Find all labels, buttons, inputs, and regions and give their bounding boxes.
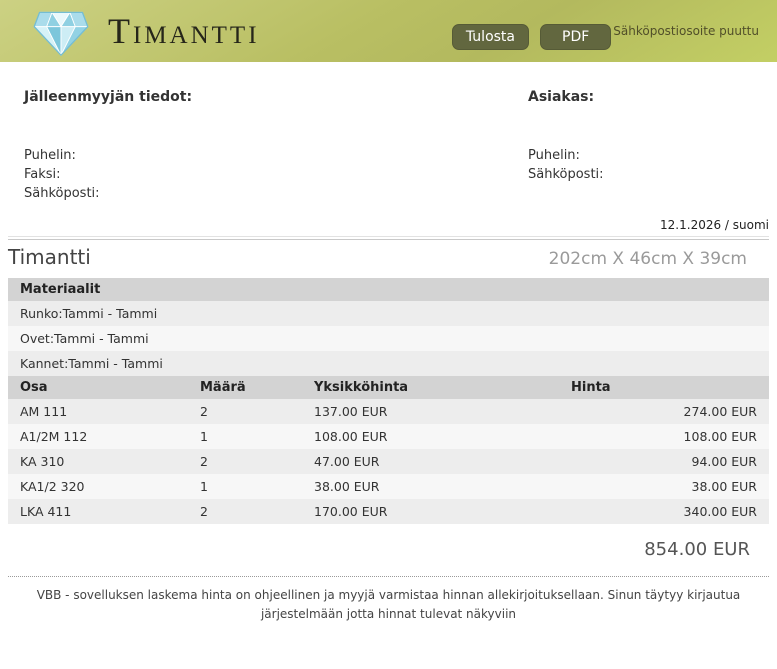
print-button[interactable]: Tulosta — [451, 24, 529, 50]
date-locale: 12.1.2026 / suomi — [660, 218, 769, 232]
customer-title: Asiakas: — [528, 89, 595, 105]
table-row: KA1/2 320 1 38.00 EUR 38.00 EUR — [8, 474, 769, 499]
col-header-osa: Osa — [20, 380, 48, 395]
double-divider — [8, 236, 769, 240]
part-hinta: 94.00 EUR — [691, 454, 758, 469]
brand-logo: Timantti — [30, 5, 260, 57]
diamond-icon — [33, 11, 89, 56]
customer-email-label: Sähköposti: — [528, 167, 604, 182]
table-row: KA 310 2 47.00 EUR 94.00 EUR — [8, 449, 769, 474]
part-yksikkohinta: 38.00 EUR — [314, 479, 380, 494]
customer-fields: Puhelin: Sähköposti: — [528, 146, 769, 184]
product-dimensions: 202cm X 46cm X 39cm — [548, 249, 747, 269]
part-osa: KA 310 — [20, 454, 65, 469]
product-name: Timantti — [8, 245, 91, 269]
part-maara: 2 — [200, 404, 208, 419]
material-row: Runko:Tammi - Tammi — [8, 301, 769, 326]
product-title-row: Timantti 202cm X 46cm X 39cm — [8, 245, 769, 269]
page-header: Timantti Tulosta PDF Sähköpostiosoite pu… — [0, 0, 777, 62]
brand-name: Timantti — [108, 11, 260, 51]
part-osa: A1/2M 112 — [20, 429, 88, 444]
pdf-button[interactable]: PDF — [540, 24, 612, 50]
customer-phone-label: Puhelin: — [528, 148, 580, 163]
part-osa: KA1/2 320 — [20, 479, 85, 494]
part-maara: 1 — [200, 479, 208, 494]
header-actions: Tulosta PDF Sähköpostiosoite puuttu — [451, 12, 759, 50]
part-maara: 2 — [200, 454, 208, 469]
page-content: Jälleenmyyjän tiedot: Puhelin: Faksi: Sä… — [8, 62, 769, 623]
reseller-fax-label: Faksi: — [24, 167, 61, 182]
material-kannet: Kannet:Tammi - Tammi — [20, 356, 163, 371]
reseller-fields: Puhelin: Faksi: Sähköposti: — [24, 146, 528, 203]
quote-table: Materiaalit Runko:Tammi - Tammi Ovet:Tam… — [8, 278, 769, 524]
email-missing-status: Sähköpostiosoite puuttu — [613, 24, 759, 38]
col-header-maara: Määrä — [200, 380, 246, 395]
parts-header-row: Osa Määrä Yksikköhinta Hinta — [8, 376, 769, 399]
part-osa: LKA 411 — [20, 504, 72, 519]
part-yksikkohinta: 137.00 EUR — [314, 404, 388, 419]
part-yksikkohinta: 170.00 EUR — [314, 504, 388, 519]
reseller-phone-label: Puhelin: — [24, 148, 76, 163]
part-hinta: 38.00 EUR — [691, 479, 758, 494]
reseller-email-label: Sähköposti: — [24, 186, 100, 201]
disclaimer-text: VBB - sovelluksen laskema hinta on ohjee… — [36, 588, 741, 621]
col-header-hinta: Hinta — [571, 380, 611, 395]
materials-title: Materiaalit — [20, 282, 101, 297]
reseller-section: Jälleenmyyjän tiedot: Puhelin: Faksi: Sä… — [8, 62, 528, 203]
customer-section: Asiakas: Puhelin: Sähköposti: — [528, 62, 769, 203]
total-price: 854.00 EUR — [644, 539, 750, 560]
material-ovet: Ovet:Tammi - Tammi — [20, 331, 149, 346]
part-maara: 1 — [200, 429, 208, 444]
contact-columns: Jälleenmyyjän tiedot: Puhelin: Faksi: Sä… — [8, 62, 769, 203]
part-hinta: 340.00 EUR — [683, 504, 757, 519]
material-row: Kannet:Tammi - Tammi — [8, 351, 769, 376]
col-header-yksikkohinta: Yksikköhinta — [314, 380, 409, 395]
part-hinta: 274.00 EUR — [683, 404, 757, 419]
material-runko: Runko:Tammi - Tammi — [20, 306, 158, 321]
part-yksikkohinta: 47.00 EUR — [314, 454, 380, 469]
part-hinta: 108.00 EUR — [683, 429, 757, 444]
dotted-divider — [8, 576, 769, 577]
materials-header-row: Materiaalit — [8, 278, 769, 301]
part-osa: AM 111 — [20, 404, 68, 419]
material-row: Ovet:Tammi - Tammi — [8, 326, 769, 351]
table-row: A1/2M 112 1 108.00 EUR 108.00 EUR — [8, 424, 769, 449]
reseller-title: Jälleenmyyjän tiedot: — [24, 89, 193, 105]
part-yksikkohinta: 108.00 EUR — [314, 429, 388, 444]
table-row: AM 111 2 137.00 EUR 274.00 EUR — [8, 399, 769, 424]
part-maara: 2 — [200, 504, 208, 519]
table-row: LKA 411 2 170.00 EUR 340.00 EUR — [8, 499, 769, 524]
